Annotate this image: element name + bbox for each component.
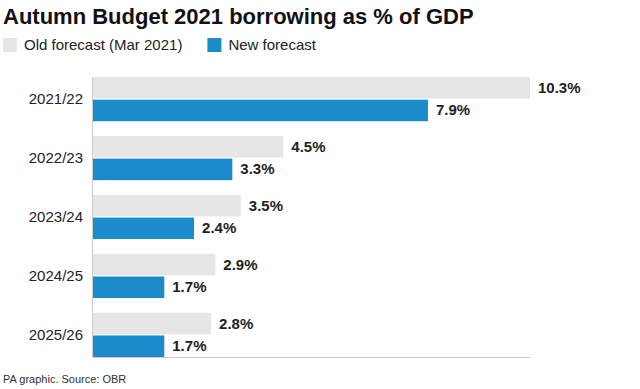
tick-label: 2024/25	[29, 267, 83, 284]
axis-line	[92, 78, 93, 358]
data-label: 7.9%	[436, 101, 470, 118]
data-labels: 10.3% 4.5% 3.5% 2.9% 2.8% 7.9% 3.3% 2.4% 1.7% 1.7…	[172, 79, 580, 354]
data-label: 3.3%	[240, 160, 274, 177]
bar	[92, 254, 215, 276]
data-label: 2.8%	[219, 315, 253, 332]
tick: 2023/24	[29, 208, 92, 225]
bar	[92, 159, 232, 181]
bars	[92, 77, 530, 357]
data-label: 10.3%	[538, 79, 581, 96]
title: Autumn Budget 2021 borrowing as % of GDP	[3, 4, 474, 29]
bar	[92, 195, 241, 217]
bar	[92, 335, 164, 357]
data-label: 1.7%	[172, 278, 206, 295]
bar	[92, 277, 164, 299]
bar	[92, 218, 194, 240]
tick-label: 2025/26	[29, 326, 83, 343]
data-label: 2.9%	[223, 256, 257, 273]
tick-label: 2023/24	[29, 208, 83, 225]
data-label: 4.5%	[291, 138, 325, 155]
axis-line	[93, 357, 531, 358]
category-axis: 2021/22 2022/23 2023/24 2024/25 2025/26	[29, 78, 93, 358]
source: PA graphic. Source: OBR	[3, 373, 126, 385]
legend-label: New forecast	[228, 36, 316, 53]
tick: 2024/25	[29, 267, 92, 284]
legend-label: Old forecast (Mar 2021)	[24, 36, 182, 53]
bar	[92, 100, 428, 122]
tick: 2021/22	[29, 90, 92, 107]
tick: 2022/23	[29, 149, 92, 166]
bar	[92, 313, 211, 335]
legend-swatch	[3, 38, 17, 52]
legend-swatch	[207, 38, 221, 52]
value-axis	[93, 357, 531, 358]
tick-label: 2021/22	[29, 90, 83, 107]
legend: Old forecast (Mar 2021) New forecast	[3, 36, 317, 53]
tick-label: 2022/23	[29, 149, 83, 166]
data-label: 2.4%	[202, 219, 236, 236]
bar	[92, 77, 530, 99]
bar	[92, 136, 283, 158]
chart: Autumn Budget 2021 borrowing as % of GDP…	[0, 0, 640, 389]
tick: 2025/26	[29, 326, 92, 343]
data-label: 3.5%	[249, 197, 283, 214]
data-label: 1.7%	[172, 337, 206, 354]
